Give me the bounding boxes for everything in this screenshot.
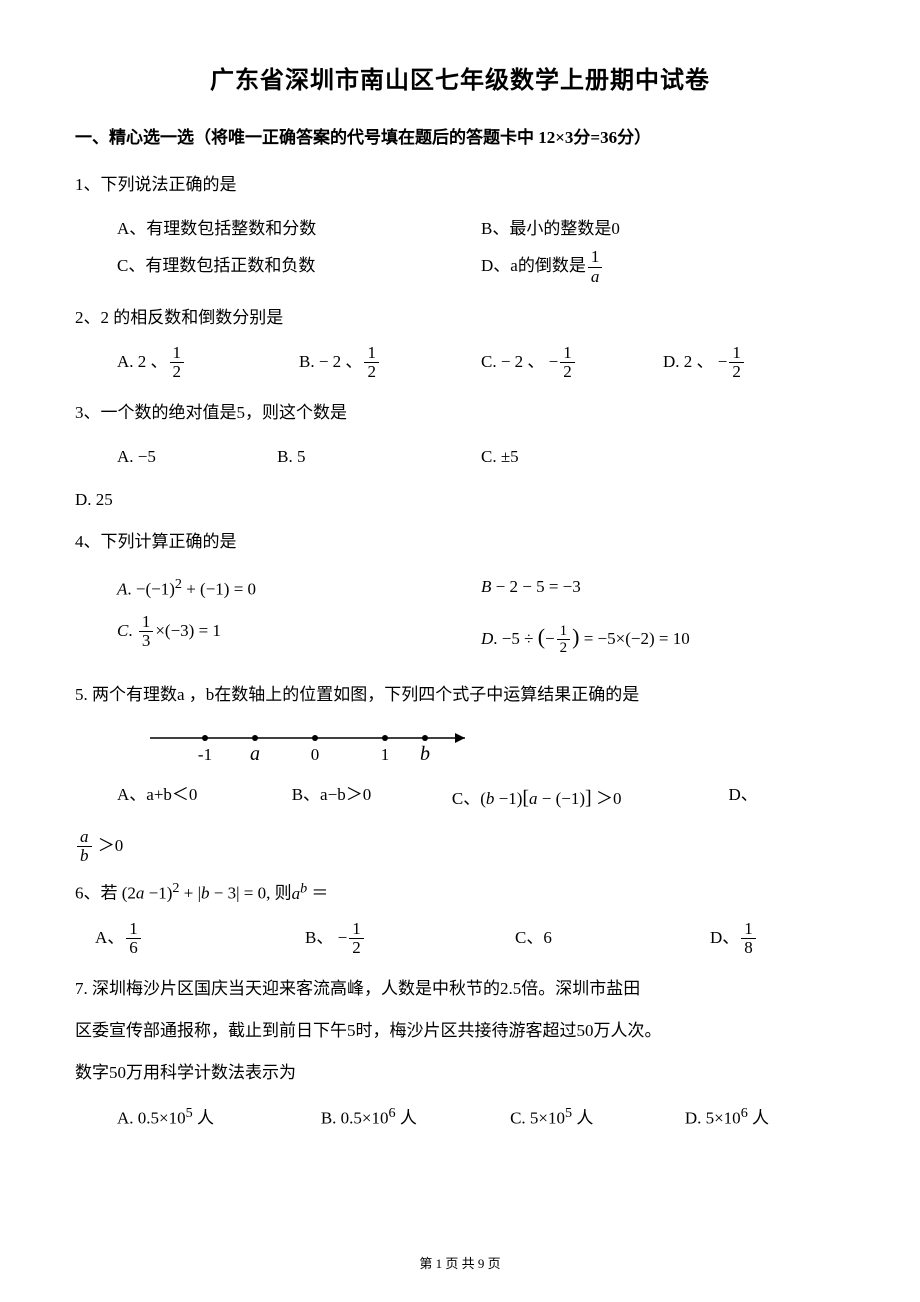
svg-text:-1: -1 <box>198 745 212 764</box>
section-1-heading: 一、精心选一选（将唯一正确答案的代号填在题后的答题卡中 12×3分=36分） <box>75 123 845 148</box>
q2-opt-c: C. − 2 、 −12 <box>481 343 663 382</box>
q4-opt-a: A. −(−1)2 + (−1) = 0 <box>117 567 481 610</box>
q2-stem: 2、2 的相反数和倒数分别是 <box>75 301 845 335</box>
frac-sixth: 16 <box>126 920 141 958</box>
q4-opt-d: D. −5 ÷ (−12) = −5×(−2) = 10 <box>481 611 845 664</box>
q1-stem: 1、下列说法正确的是 <box>75 168 845 202</box>
q7-line2: 区委宣传部通报称，截止到前日下午5时，梅沙片区共接待游客超过50万人次。 <box>75 1014 845 1048</box>
q1-opt-c: C、有理数包括正数和负数 <box>117 247 481 286</box>
q1-opt-d: D、a的倒数是1a <box>481 247 845 286</box>
frac-half-2: 12 <box>364 344 379 382</box>
q6-options: A、16 B、 −12 C、6 D、18 <box>75 919 845 958</box>
q2-b-pre: B. − 2 、 <box>299 352 362 371</box>
q6-opt-b: B、 −12 <box>305 919 515 958</box>
q5-options: A、a+b＜0 B、a−b＞0 C、(b −1)[a − (−1)] ＞0 D、 <box>75 776 845 820</box>
q3-opt-b: B. 5 <box>277 438 481 475</box>
q3-opt-d: D. 25 <box>75 483 845 517</box>
q2-opt-d: D. 2 、 −12 <box>663 343 845 382</box>
q3-stem: 3、一个数的绝对值是5，则这个数是 <box>75 396 845 430</box>
svg-text:1: 1 <box>381 745 390 764</box>
number-line-figure: -1 a 0 1 b <box>135 720 495 770</box>
frac-half-4: 12 <box>729 344 744 382</box>
q3-opt-a: A. −5 <box>117 438 277 475</box>
q6-opt-c: C、6 <box>515 919 710 958</box>
q2-options: A. 2 、12 B. − 2 、12 C. − 2 、 −12 D. 2 、 … <box>75 343 845 382</box>
frac-a-b: ab <box>77 828 92 866</box>
frac-half-3: 12 <box>560 344 575 382</box>
q3-opt-c: C. ±5 <box>481 438 699 475</box>
q7-opt-d: D. 5×106 人 <box>685 1098 845 1137</box>
q2-c-pre: C. − 2 、 − <box>481 352 558 371</box>
q6-stem: 6、若 (2a −1)2 + |b − 3| = 0, 则ab ＝ <box>75 874 845 911</box>
q7-line1: 7. 深圳梅沙片区国庆当天迎来客流高峰，人数是中秋节的2.5倍。深圳市盐田 <box>75 972 845 1006</box>
q5-opt-b: B、a−b＞0 <box>292 776 452 820</box>
q6-b-pre: B、 − <box>305 928 347 947</box>
q5-opt-d: D、 <box>729 776 816 820</box>
q6-d-pre: D、 <box>710 928 739 947</box>
q1-options: A、有理数包括整数和分数 B、最小的整数是0 C、有理数包括正数和负数 D、a的… <box>75 210 845 287</box>
q5-opt-c: C、(b −1)[a − (−1)] ＞0 <box>452 776 729 820</box>
q7-opt-a: A. 0.5×105 人 <box>117 1098 321 1137</box>
page-footer: 第 1 页 共 9 页 <box>0 1253 920 1272</box>
q6-a-pre: A、 <box>95 928 124 947</box>
svg-text:b: b <box>420 743 430 765</box>
svg-text:a: a <box>250 743 260 765</box>
q2-a-pre: A. 2 、 <box>117 352 168 371</box>
frac-half-1: 12 <box>170 344 185 382</box>
q1-opt-a: A、有理数包括整数和分数 <box>117 210 481 247</box>
q5-opt-a: A、a+b＜0 <box>117 776 292 820</box>
q2-d-pre: D. 2 、 − <box>663 352 727 371</box>
frac-eighth: 18 <box>741 920 756 958</box>
q2-opt-a: A. 2 、12 <box>117 343 299 382</box>
page: 广东省深圳市南山区七年级数学上册期中试卷 一、精心选一选（将唯一正确答案的代号填… <box>0 0 920 1302</box>
q6-opt-a: A、16 <box>95 919 305 958</box>
q7-line3: 数字50万用科学计数法表示为 <box>75 1056 845 1090</box>
frac-half-5: 12 <box>557 623 571 657</box>
q1-opt-b: B、最小的整数是0 <box>481 210 845 247</box>
q4-opt-c: C. 13×(−3) = 1 <box>117 611 481 664</box>
q5-stem: 5. 两个有理数a ，b在数轴上的位置如图，下列四个式子中运算结果正确的是 <box>75 678 845 712</box>
doc-title: 广东省深圳市南山区七年级数学上册期中试卷 <box>75 60 845 95</box>
q1-opt-d-prefix: D、a的倒数是 <box>481 256 586 275</box>
q1-frac-1-a: 1a <box>588 248 603 286</box>
frac-third: 13 <box>139 613 154 651</box>
q6-opt-d: D、18 <box>710 919 845 958</box>
q7-options: A. 0.5×105 人 B. 0.5×106 人 C. 5×105 人 D. … <box>75 1098 845 1137</box>
q7-opt-c: C. 5×105 人 <box>510 1098 685 1137</box>
q7-opt-b: B. 0.5×106 人 <box>321 1098 510 1137</box>
q3-options: A. −5 B. 5 C. ±5 <box>75 438 845 475</box>
q4-opt-b: B − 2 − 5 = −3 <box>481 567 845 610</box>
q4-stem: 4、下列计算正确的是 <box>75 525 845 559</box>
q4-options: A. −(−1)2 + (−1) = 0 B − 2 − 5 = −3 C. 1… <box>75 567 845 663</box>
q5-opt-d-cont: ab ＞0 <box>75 828 845 866</box>
svg-text:0: 0 <box>311 745 320 764</box>
frac-half-6: 12 <box>349 920 364 958</box>
q2-opt-b: B. − 2 、12 <box>299 343 481 382</box>
